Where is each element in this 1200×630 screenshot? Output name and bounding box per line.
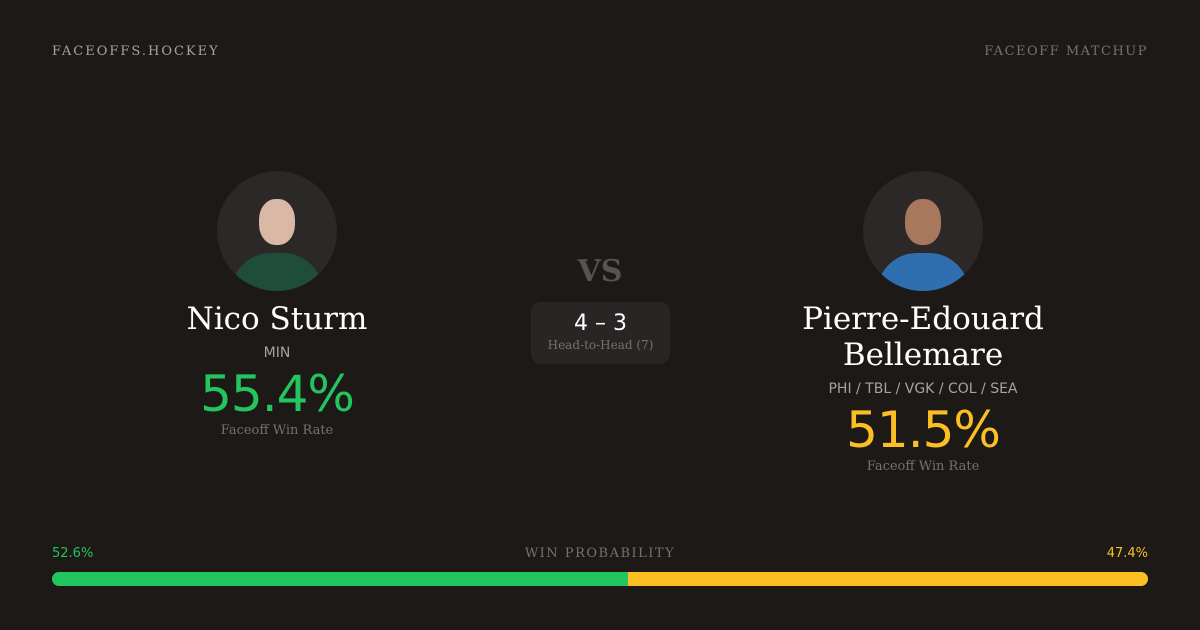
page-tag: FACEOFF MATCHUP <box>984 44 1148 59</box>
win-prob-right-fill <box>628 572 1148 586</box>
player-left: Nico Sturm MIN 55.4% Faceoff Win Rate <box>77 171 477 438</box>
win-rate: 55.4% <box>200 365 355 423</box>
win-rate: 51.5% <box>846 401 1001 459</box>
win-prob-right: 47.4% <box>1106 546 1148 561</box>
h2h-label: Head-to-Head (7) <box>547 338 654 352</box>
player-team: PHI / TBL / VGK / COL / SEA <box>828 381 1018 397</box>
h2h-score: 4 – 3 <box>574 311 627 336</box>
head-to-head-box: 4 – 3 Head-to-Head (7) <box>531 302 670 364</box>
win-rate-label: Faceoff Win Rate <box>220 423 334 438</box>
player-name: Pierre-Edouard Bellemare <box>802 301 1044 373</box>
vs-label: VS <box>577 254 623 289</box>
site-brand: FACEOFFS.HOCKEY <box>52 44 220 59</box>
win-probability-bar <box>52 572 1148 586</box>
player-right: Pierre-Edouard Bellemare PHI / TBL / VGK… <box>723 171 1123 474</box>
player-avatar <box>863 171 983 291</box>
player-name: Nico Sturm <box>186 301 368 337</box>
win-prob-label: WIN PROBABILITY <box>524 546 676 561</box>
player-avatar <box>217 171 337 291</box>
win-rate-label: Faceoff Win Rate <box>866 459 980 474</box>
player-team: MIN <box>263 345 291 361</box>
win-prob-left-fill <box>52 572 629 586</box>
win-prob-left: 52.6% <box>52 546 94 561</box>
